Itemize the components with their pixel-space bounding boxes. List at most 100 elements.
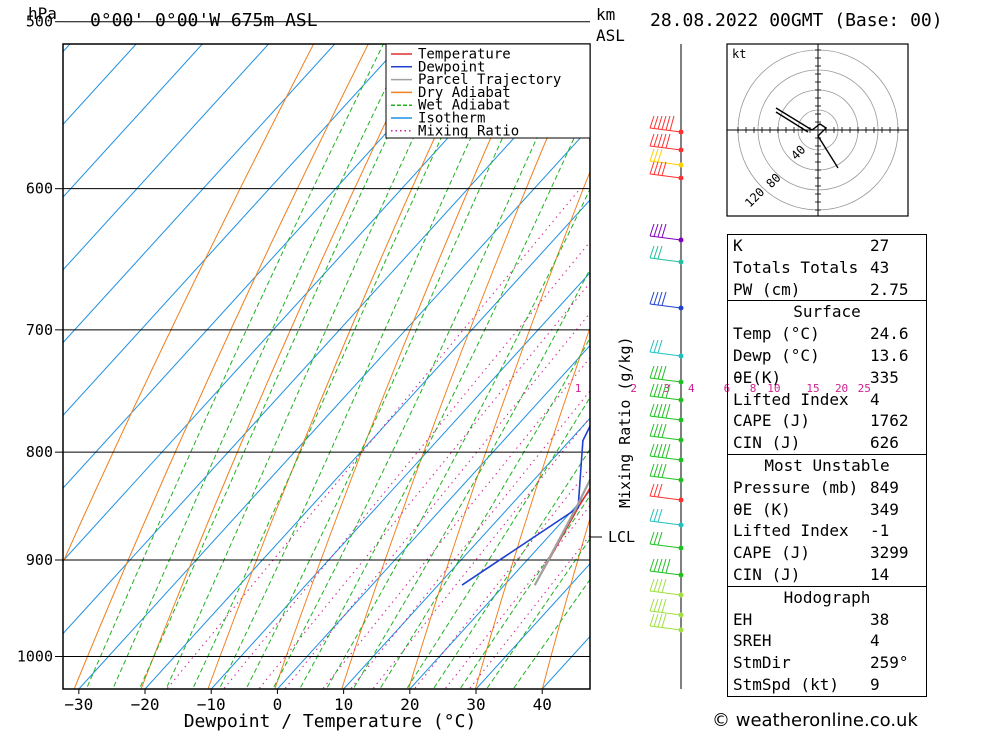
surface-title: Surface: [793, 302, 861, 322]
pressure-tick-label: 1000: [17, 648, 53, 666]
dry-adiabat-line: [474, 326, 590, 689]
wind-barb-flag: [653, 223, 659, 237]
x-tick-label: 40: [533, 695, 552, 714]
index-value: 349: [870, 499, 899, 519]
wind-barb-flag: [665, 443, 671, 459]
index-value: 4: [870, 389, 880, 409]
wet-adiabat-line: [379, 337, 590, 689]
isotherm-line: [78, 126, 590, 689]
wind-barb-flag: [649, 531, 655, 545]
index-label: θE (K): [733, 499, 791, 519]
wind-barb-flag: [661, 291, 667, 306]
legend-entry: Temperature: [418, 47, 511, 63]
index-label: Pressure (mb): [733, 477, 859, 497]
wind-barb-flag: [649, 365, 655, 379]
wind-barb-flag: [653, 613, 659, 627]
wind-barb-flag: [649, 383, 655, 397]
index-row: Dewp (°C) 13.6: [728, 345, 926, 367]
wind-barb-flag: [653, 161, 659, 175]
hodograph-title: Hodograph: [783, 587, 871, 607]
wind-barb-flag: [661, 223, 667, 238]
isotherm-line: [63, 44, 336, 344]
surface-block: Surface Temp (°C) 24.6 Dewp (°C) 13.6 θE(K) 3…: [727, 300, 927, 454]
legend-entry: Parcel Trajectory: [418, 72, 561, 88]
wind-barb-flag: [665, 115, 671, 131]
wind-barb-flag: [657, 613, 663, 628]
index-value: 13.6: [870, 345, 909, 365]
wind-barb-flag: [661, 403, 667, 418]
index-value: 14: [870, 564, 890, 584]
x-tick-label: −20: [131, 695, 160, 714]
mixing-ratio-line: [222, 241, 590, 689]
wind-barb-shaft: [649, 570, 682, 576]
wind-barb-flag: [649, 578, 655, 592]
wet-adiabat-line: [405, 396, 590, 689]
pressure-tick-label: 700: [26, 321, 53, 339]
wind-barb-flag: [653, 291, 659, 305]
wind-barb-flag: [657, 558, 663, 573]
dewpoint-profile-line: [461, 424, 590, 586]
dry-adiabat-line: [73, 44, 369, 689]
wind-barb-flag: [661, 161, 667, 176]
index-value: 259°: [870, 653, 909, 673]
wind-barb-shaft: [649, 520, 682, 526]
index-row: CAPE (J) 3299: [728, 542, 926, 564]
wind-barb-flag: [661, 613, 667, 628]
wind-barb-flag: [653, 403, 659, 417]
wind-barb-flag: [657, 423, 663, 438]
wind-barb-flag: [657, 483, 663, 498]
wind-barb-flag: [665, 383, 671, 399]
index-row: θE (K) 349: [728, 499, 926, 521]
mixing-ratio-line: [258, 281, 590, 689]
isotherm-line: [63, 44, 137, 126]
mixing-ratio-label: 25: [858, 382, 871, 395]
wind-barb-flag: [661, 598, 667, 613]
credit-link[interactable]: © weatheronline.co.uk: [712, 710, 918, 731]
wind-barb-flag: [653, 463, 659, 477]
wind-barb-flag: [657, 531, 663, 546]
index-row: Totals Totals 43: [728, 257, 926, 279]
wind-barb-flag: [653, 423, 659, 437]
index-row: Lifted Index -1: [728, 520, 926, 542]
wind-barb-flag: [653, 558, 659, 572]
hodograph: kt 40 80 120: [726, 43, 909, 217]
mixing-ratio-label: 4: [688, 382, 695, 395]
wind-barb-flag: [657, 578, 663, 593]
index-row: K 27: [728, 235, 926, 257]
wind-barb-flag: [665, 403, 671, 419]
wind-barb-flag: [653, 383, 659, 397]
wet-adiabat-line: [298, 101, 590, 689]
km-unit-label: km: [596, 5, 616, 24]
pressure-tick-label: 600: [26, 180, 53, 198]
wind-barb-flag: [661, 423, 667, 438]
x-tick-label: −10: [197, 695, 226, 714]
wet-adiabat-line: [138, 44, 433, 689]
dry-adiabat-line: [63, 44, 315, 564]
wind-barb-shaft: [649, 173, 682, 179]
wind-barb-shaft: [649, 475, 682, 481]
wind-barb-shaft: [649, 590, 682, 596]
index-value: 2.75: [870, 279, 909, 299]
wind-barb-flag: [649, 161, 655, 175]
mixing-ratio-line: [166, 188, 581, 689]
index-row: SREH 4: [728, 630, 926, 652]
x-tick-label: −30: [64, 695, 93, 714]
index-row: CAPE (J) 1762: [728, 410, 926, 432]
legend-entry: Mixing Ratio: [418, 123, 519, 139]
wind-barb-flag: [665, 558, 671, 574]
wind-barb-flag: [649, 133, 655, 147]
index-row: Lifted Index 4: [728, 389, 926, 411]
wind-barb-flag: [649, 223, 655, 237]
wind-barb-shaft: [649, 543, 682, 549]
wind-barb-flag: [657, 383, 663, 398]
wind-barb-flag: [657, 463, 663, 478]
index-value: 1762: [870, 411, 909, 431]
wind-barb-shaft: [649, 435, 682, 441]
index-value: 43: [870, 257, 890, 277]
wind-barb-flag: [661, 578, 667, 593]
wind-barb-flag: [649, 403, 655, 417]
wind-barb-flag: [657, 365, 663, 380]
wind-barb-flag: [653, 443, 659, 457]
wind-barb-flag: [657, 339, 663, 354]
